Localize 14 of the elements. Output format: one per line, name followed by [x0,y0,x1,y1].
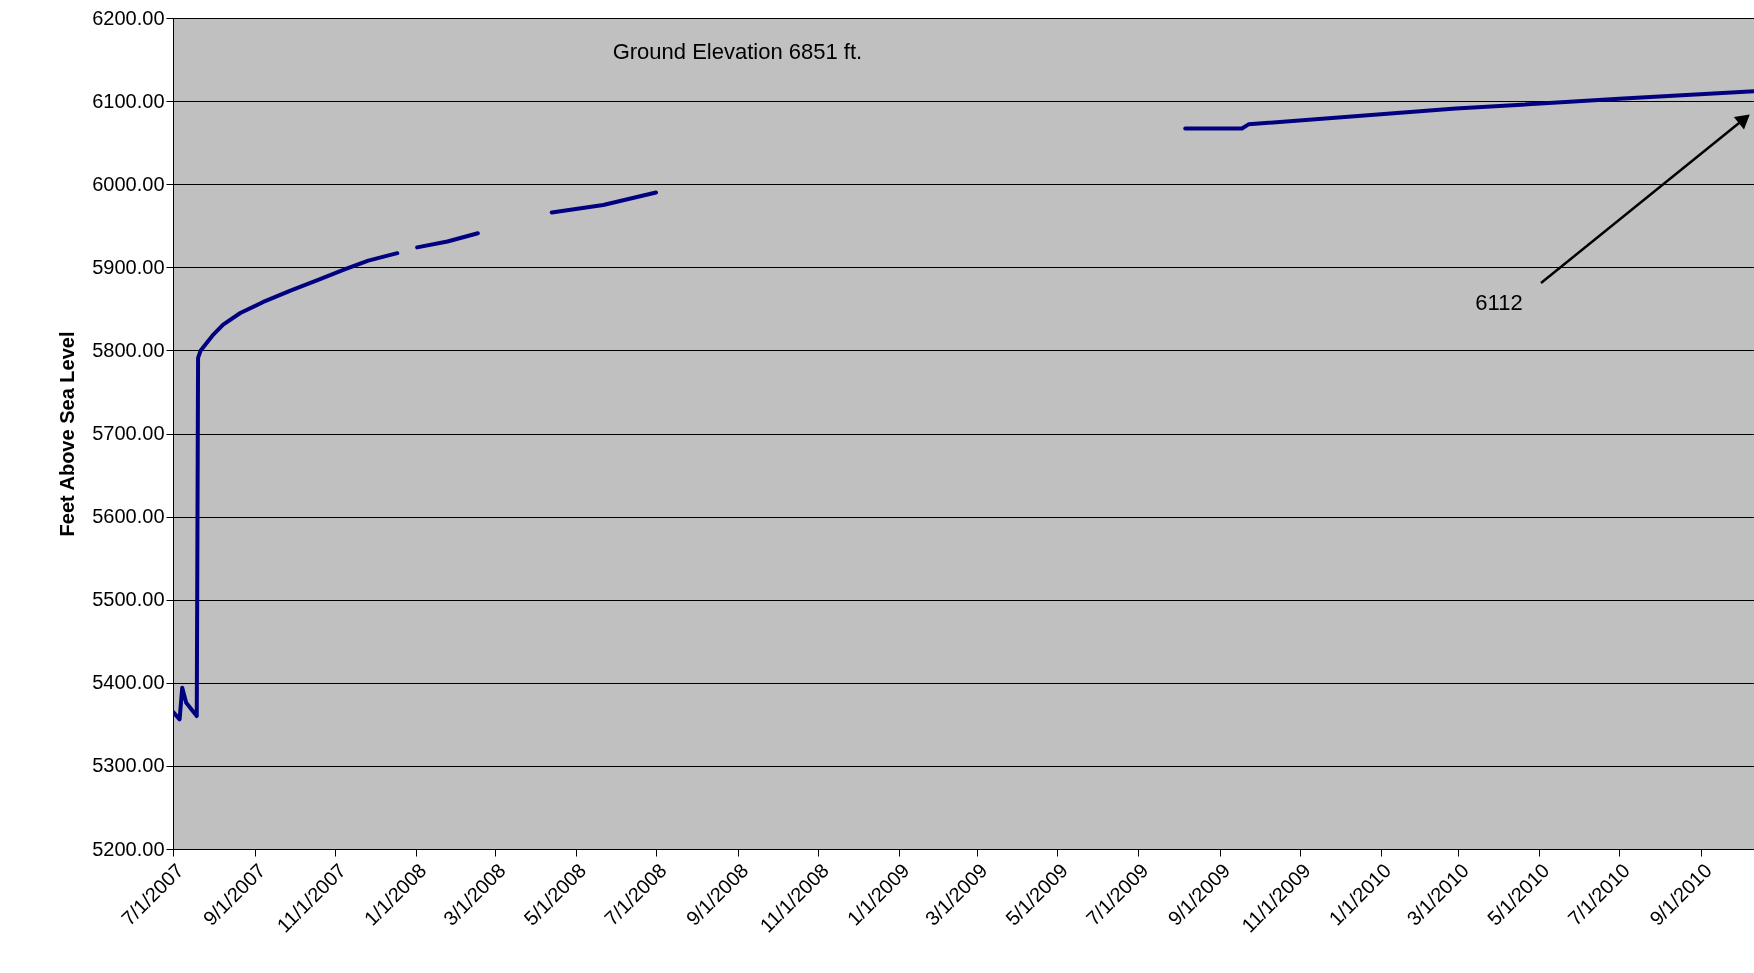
y-tick-label: 5800.00 [92,338,165,361]
y-tick-label: 5700.00 [92,422,165,444]
y-tick-label: 6000.00 [92,172,165,195]
y-tick-label: 5400.00 [92,671,165,694]
y-tick-label: 5300.00 [92,754,165,777]
annotation: Ground Elevation 6851 ft. [612,39,863,64]
y-axis-title: Feet Above Sea Level [56,331,79,537]
y-tick-label: 5900.00 [92,255,165,278]
y-tick-label: 5500.00 [92,588,165,611]
y-tick-label: 6100.00 [92,89,165,112]
y-tick-label: 5600.00 [92,505,165,528]
y-tick-label: 5200.00 [92,837,165,860]
y-tick-label: 6200.00 [92,6,165,29]
annotation: 6112 [1475,290,1523,315]
